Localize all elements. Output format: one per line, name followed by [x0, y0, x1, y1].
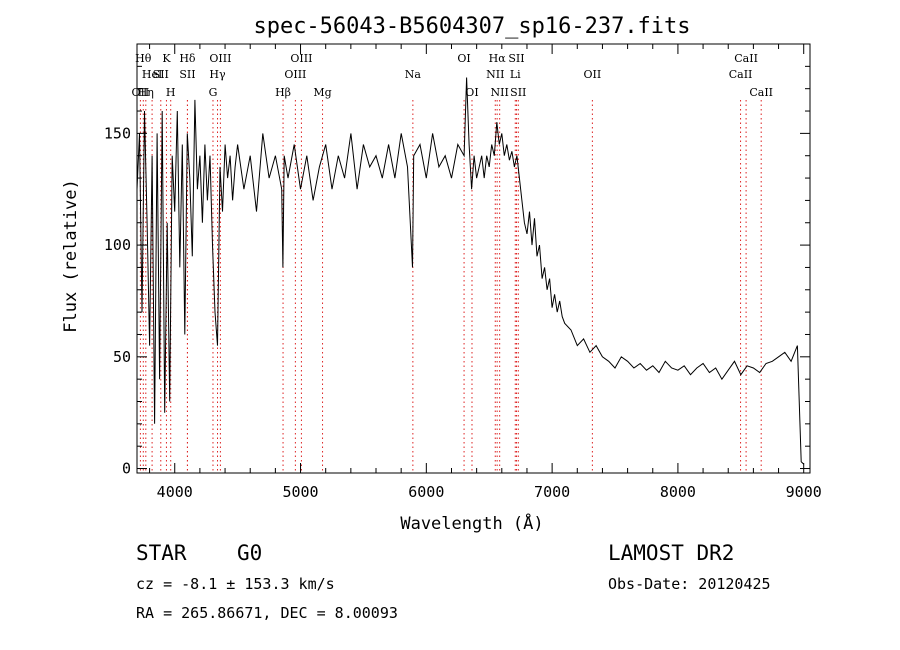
line-marker-label: OIII: [209, 52, 231, 65]
x-tick-label: 5000: [282, 483, 318, 501]
line-marker-label: CaII: [749, 86, 773, 99]
line-marker-label: K: [162, 52, 171, 65]
chart-title: spec-56043-B5604307_sp16-237.fits: [253, 14, 690, 39]
line-marker-label: NII: [486, 68, 504, 81]
line-marker-label: Li: [510, 68, 521, 81]
spectrum-line: [136, 77, 805, 465]
obs-date-text: Obs-Date: 20120425: [608, 575, 771, 593]
line-marker-label: OII: [132, 86, 150, 99]
line-marker-label: Na: [405, 68, 422, 81]
plot-frame: [136, 43, 811, 474]
emission-line-markers: [139, 100, 762, 473]
y-tick-label: 150: [104, 124, 131, 142]
line-marker-label: Hη: [138, 86, 154, 99]
line-marker-label: SII: [508, 52, 524, 65]
x-tick-label: 9000: [786, 483, 822, 501]
x-tick-label: 4000: [157, 483, 193, 501]
coordinates-text: RA = 265.86671, DEC = 8.00093: [136, 604, 398, 622]
line-marker-label: SII: [510, 86, 526, 99]
x-axis-label: Wavelength (Å): [400, 512, 543, 534]
line-marker-label: OI: [465, 86, 478, 99]
survey-name: LAMOST DR2: [608, 541, 735, 565]
line-marker-label: NII: [491, 86, 509, 99]
line-marker-label: Hα: [489, 52, 507, 65]
x-tick-label: 8000: [660, 483, 696, 501]
y-tick-label: 50: [113, 348, 131, 366]
line-marker-label: Hγ: [209, 68, 226, 81]
object-subclass: G0: [237, 541, 263, 565]
line-marker-label: OI: [457, 52, 470, 65]
plot-axes: 4000 5000 6000 7000 8000 9000 0 50 100 150: [104, 43, 822, 501]
line-marker-label: Hβ: [275, 86, 291, 99]
line-marker-label: CaII: [729, 68, 753, 81]
line-marker-label: OIII: [290, 52, 312, 65]
emission-line-labels: OIIHθHηHeISIIKHHδSIIGHγOIIIHβOIIIOIIIMgN…: [132, 52, 773, 99]
line-marker-label: Hδ: [179, 52, 196, 65]
object-class: STAR: [136, 541, 187, 565]
y-tick-label: 0: [122, 460, 131, 478]
y-axis-label: Flux (relative): [61, 179, 81, 333]
line-marker-label: Hθ: [135, 52, 152, 65]
line-marker-label: G: [209, 86, 218, 99]
redshift-text: cz = -8.1 ± 153.3 km/s: [136, 575, 335, 593]
line-marker-label: CaII: [734, 52, 758, 65]
line-marker-label: Mg: [313, 86, 331, 99]
line-marker-label: SII: [153, 68, 169, 81]
line-marker-label: SII: [179, 68, 195, 81]
y-tick-label: 100: [104, 236, 131, 254]
x-tick-label: 6000: [408, 483, 444, 501]
line-marker-label: OIII: [284, 68, 306, 81]
line-marker-label: HeI: [142, 68, 162, 81]
x-tick-label: 7000: [534, 483, 570, 501]
line-marker-label: H: [166, 86, 176, 99]
line-marker-label: OII: [584, 68, 602, 81]
